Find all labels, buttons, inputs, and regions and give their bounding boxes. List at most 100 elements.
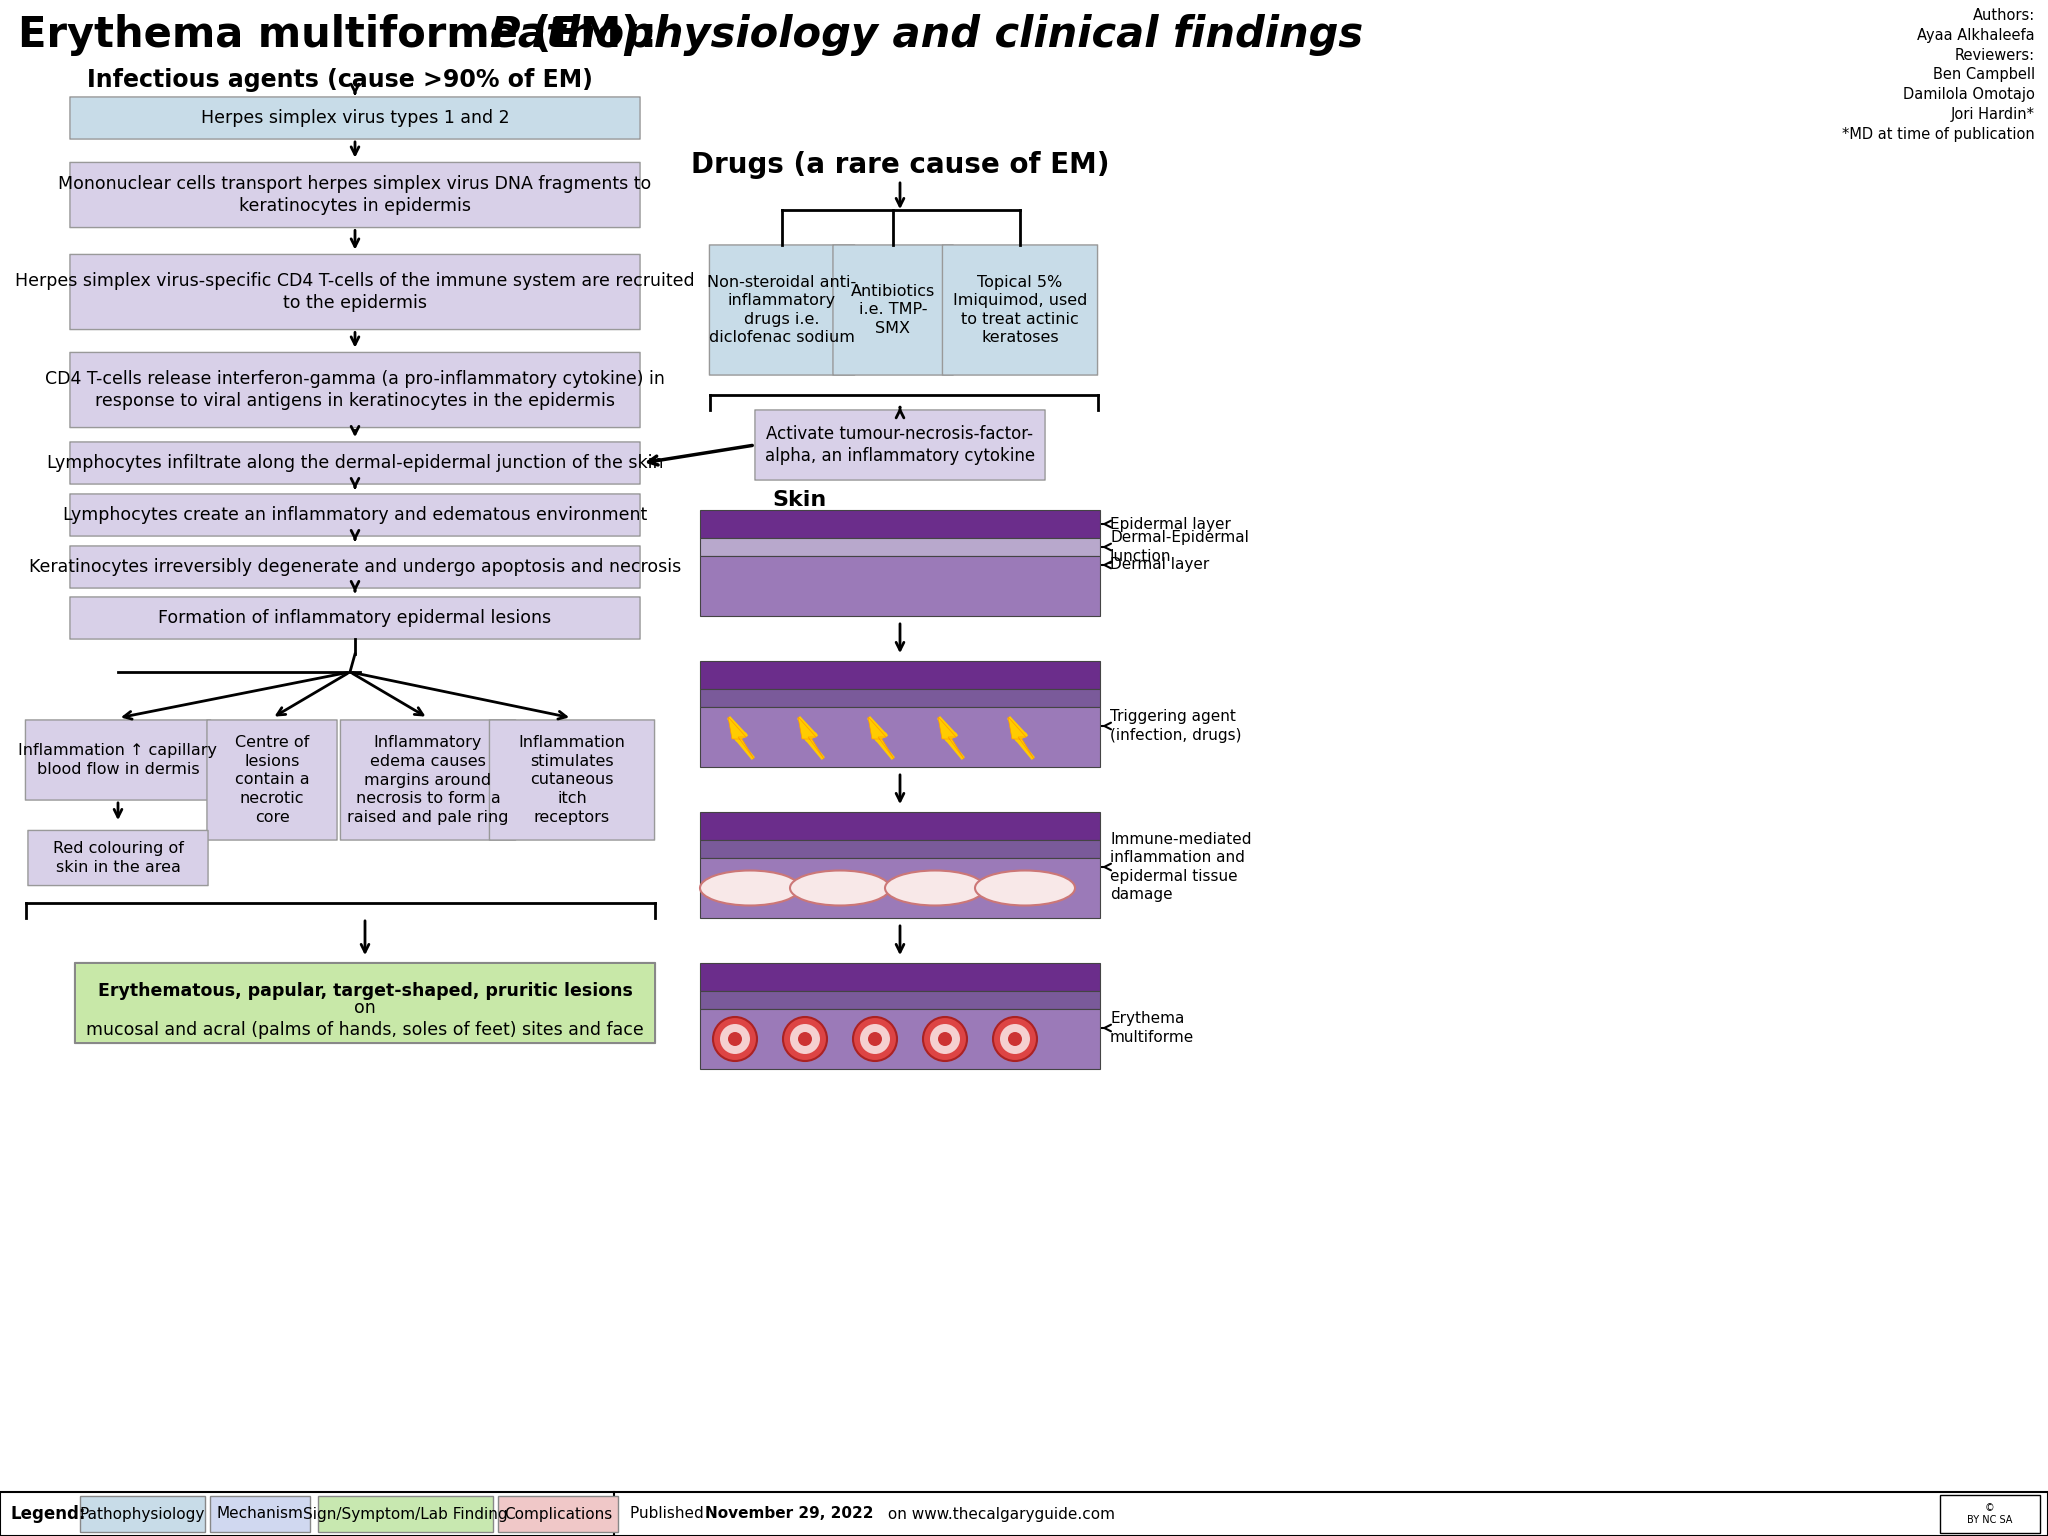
Text: on
mucosal and acral (palms of hands, soles of feet) sites and face: on mucosal and acral (palms of hands, so…	[86, 998, 643, 1038]
FancyBboxPatch shape	[942, 244, 1098, 375]
Bar	[498, 1496, 618, 1531]
Circle shape	[782, 1017, 827, 1061]
Text: Topical 5%
Imiquimod, used
to treat actinic
keratoses: Topical 5% Imiquimod, used to treat acti…	[952, 275, 1087, 346]
Bar	[700, 813, 1100, 840]
Text: Inflammation
stimulates
cutaneous
itch
receptors: Inflammation stimulates cutaneous itch r…	[518, 736, 625, 825]
Circle shape	[868, 1032, 883, 1046]
Text: Mononuclear cells transport herpes simplex virus DNA fragments to
keratinocytes : Mononuclear cells transport herpes simpl…	[59, 175, 651, 215]
Circle shape	[791, 1025, 819, 1054]
Text: Infectious agents (cause >90% of EM): Infectious agents (cause >90% of EM)	[88, 68, 594, 92]
Text: Erythema multiforme (EM):: Erythema multiforme (EM):	[18, 14, 672, 55]
Circle shape	[854, 1017, 897, 1061]
Text: Non-steroidal anti-
inflammatory
drugs i.e.
diclofenac sodium: Non-steroidal anti- inflammatory drugs i…	[707, 275, 856, 346]
Bar	[700, 859, 1100, 919]
Text: Herpes simplex virus types 1 and 2: Herpes simplex virus types 1 and 2	[201, 109, 510, 127]
Circle shape	[993, 1017, 1036, 1061]
Bar	[700, 840, 1100, 859]
Bar	[1939, 1495, 2040, 1533]
Ellipse shape	[885, 871, 985, 906]
Ellipse shape	[975, 871, 1075, 906]
FancyBboxPatch shape	[340, 720, 516, 840]
Bar	[0, 1491, 2048, 1536]
Polygon shape	[727, 717, 754, 759]
Text: Erythema
multiforme: Erythema multiforme	[1110, 1011, 1194, 1044]
Text: Lymphocytes infiltrate along the dermal-epidermal junction of the skin: Lymphocytes infiltrate along the dermal-…	[47, 455, 664, 472]
Text: Red colouring of
skin in the area: Red colouring of skin in the area	[53, 842, 184, 876]
Text: Mechanism: Mechanism	[217, 1507, 303, 1522]
Polygon shape	[868, 717, 895, 759]
Text: Formation of inflammatory epidermal lesions: Formation of inflammatory epidermal lesi…	[158, 608, 551, 627]
Text: Sign/Symptom/Lab Finding: Sign/Symptom/Lab Finding	[303, 1507, 508, 1522]
Circle shape	[799, 1032, 811, 1046]
Text: Drugs (a rare cause of EM): Drugs (a rare cause of EM)	[690, 151, 1110, 180]
FancyBboxPatch shape	[29, 831, 209, 886]
Text: Immune-mediated
inflammation and
epidermal tissue
damage: Immune-mediated inflammation and epiderm…	[1110, 831, 1251, 903]
Bar	[80, 1496, 205, 1531]
Text: Inflammation ↑ capillary
blood flow in dermis: Inflammation ↑ capillary blood flow in d…	[18, 743, 217, 777]
Text: Keratinocytes irreversibly degenerate and undergo apoptosis and necrosis: Keratinocytes irreversibly degenerate an…	[29, 558, 682, 576]
FancyBboxPatch shape	[70, 495, 641, 536]
FancyBboxPatch shape	[76, 963, 655, 1043]
Text: Activate tumour-necrosis-factor-
alpha, an inflammatory cytokine: Activate tumour-necrosis-factor- alpha, …	[766, 425, 1034, 465]
Text: Complications: Complications	[504, 1507, 612, 1522]
Polygon shape	[799, 717, 823, 759]
Bar	[700, 556, 1100, 616]
Text: Skin: Skin	[772, 490, 827, 510]
FancyBboxPatch shape	[70, 442, 641, 484]
Bar	[700, 660, 1100, 690]
Circle shape	[1008, 1032, 1022, 1046]
FancyBboxPatch shape	[70, 352, 641, 427]
Circle shape	[924, 1017, 967, 1061]
Text: Dermal-Epidermal
Junction: Dermal-Epidermal Junction	[1110, 530, 1249, 564]
Polygon shape	[938, 717, 965, 759]
Bar	[700, 510, 1100, 538]
Bar	[700, 963, 1100, 991]
Text: Authors:
Ayaa Alkhaleefa
Reviewers:
Ben Campbell
Damilola Omotajo
Jori Hardin*
*: Authors: Ayaa Alkhaleefa Reviewers: Ben …	[1843, 8, 2036, 141]
FancyBboxPatch shape	[70, 97, 641, 140]
FancyBboxPatch shape	[70, 598, 641, 639]
Circle shape	[713, 1017, 758, 1061]
Text: Herpes simplex virus-specific CD4 T-cells of the immune system are recruited
to : Herpes simplex virus-specific CD4 T-cell…	[14, 272, 694, 312]
Text: on www.thecalgaryguide.com: on www.thecalgaryguide.com	[883, 1507, 1114, 1522]
Text: Pathophysiology and clinical findings: Pathophysiology and clinical findings	[489, 14, 1364, 55]
Text: Inflammatory
edema causes
margins around
necrosis to form a
raised and pale ring: Inflammatory edema causes margins around…	[348, 736, 508, 825]
Text: Dermal layer: Dermal layer	[1110, 558, 1208, 573]
Text: Pathophysiology: Pathophysiology	[80, 1507, 205, 1522]
Circle shape	[860, 1025, 891, 1054]
Text: Triggering agent
(infection, drugs): Triggering agent (infection, drugs)	[1110, 710, 1241, 743]
Text: Lymphocytes create an inflammatory and edematous environment: Lymphocytes create an inflammatory and e…	[63, 505, 647, 524]
FancyBboxPatch shape	[207, 720, 338, 840]
Text: Erythema multiforme (EM): ​: Erythema multiforme (EM): ​	[18, 14, 672, 55]
Bar	[700, 707, 1100, 766]
FancyBboxPatch shape	[70, 163, 641, 227]
FancyBboxPatch shape	[834, 244, 952, 375]
Circle shape	[930, 1025, 961, 1054]
Bar	[700, 538, 1100, 556]
Circle shape	[938, 1032, 952, 1046]
Bar	[317, 1496, 494, 1531]
Bar	[211, 1496, 309, 1531]
FancyBboxPatch shape	[489, 720, 655, 840]
FancyBboxPatch shape	[756, 410, 1044, 481]
Ellipse shape	[791, 871, 891, 906]
Text: Epidermal layer: Epidermal layer	[1110, 516, 1231, 531]
Bar	[700, 991, 1100, 1009]
Circle shape	[999, 1025, 1030, 1054]
Text: Legend:: Legend:	[10, 1505, 86, 1524]
FancyBboxPatch shape	[25, 720, 211, 800]
Polygon shape	[1008, 717, 1034, 759]
Bar	[700, 690, 1100, 707]
Circle shape	[727, 1032, 741, 1046]
FancyBboxPatch shape	[70, 545, 641, 588]
Text: ©
BY NC SA: © BY NC SA	[1968, 1504, 2013, 1525]
Text: Antibiotics
i.e. TMP-
SMX: Antibiotics i.e. TMP- SMX	[850, 284, 936, 336]
FancyBboxPatch shape	[709, 244, 854, 375]
Text: CD4 T-cells release interferon-gamma (a pro-inflammatory cytokine) in
response t: CD4 T-cells release interferon-gamma (a …	[45, 370, 666, 410]
Text: Published: Published	[631, 1507, 709, 1522]
FancyBboxPatch shape	[70, 255, 641, 330]
Text: November 29, 2022: November 29, 2022	[705, 1507, 874, 1522]
Bar	[700, 1009, 1100, 1069]
Ellipse shape	[700, 871, 801, 906]
Text: Centre of
lesions
contain a
necrotic
core: Centre of lesions contain a necrotic cor…	[236, 736, 309, 825]
Text: Erythematous, papular, target-shaped, pruritic lesions: Erythematous, papular, target-shaped, pr…	[98, 982, 633, 1000]
